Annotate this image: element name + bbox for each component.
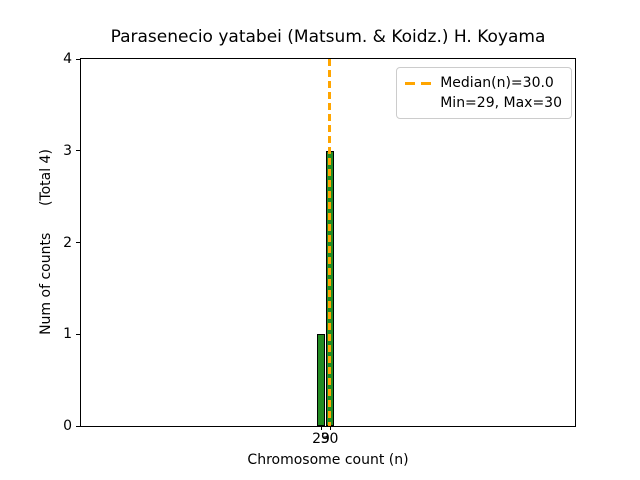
median-line — [328, 59, 331, 426]
y-tick-label-3: 3 — [63, 142, 72, 159]
dashed-line-icon — [405, 81, 432, 85]
legend-label-minmax: Min=29, Max=30 — [440, 95, 562, 111]
x-tick-label-30: 30 — [320, 431, 339, 447]
chart-title: Parasenecio yatabei (Matsum. & Koidz.) H… — [110, 27, 546, 47]
y-tick-label-2: 2 — [63, 234, 72, 251]
y-tick-mark-3 — [76, 150, 80, 152]
x-tick-mark-29 — [321, 426, 322, 430]
legend-item-minmax: Min=29, Max=30 — [405, 93, 562, 113]
y-tick-mark-4 — [76, 58, 80, 60]
x-tick-label-29: 29 — [312, 431, 330, 447]
histogram-bar-n29 — [317, 334, 325, 426]
y-tick-label-0: 0 — [63, 418, 72, 434]
y-tick-label-4: 4 — [63, 51, 72, 67]
y-tick-label-1: 1 — [63, 326, 72, 343]
y-tick-mark-2 — [76, 242, 80, 243]
blank-marker — [405, 102, 431, 105]
y-tick-mark-0 — [76, 425, 80, 427]
x-tick-mark-30 — [329, 426, 331, 430]
legend: Median(n)=30.0 Min=29, Max=30 — [396, 67, 572, 119]
y-axis-label: Num of counts (Total 4) — [38, 149, 54, 335]
plot-area: Median(n)=30.0 Min=29, Max=30 29 30 0 1 2 3 4 — [63, 51, 576, 447]
x-axis-label: Chromosome count (n) — [247, 452, 409, 468]
y-tick-mark-1 — [76, 333, 80, 335]
legend-label-median: Median(n)=30.0 — [440, 75, 554, 91]
legend-item-median: Median(n)=30.0 — [405, 73, 562, 93]
